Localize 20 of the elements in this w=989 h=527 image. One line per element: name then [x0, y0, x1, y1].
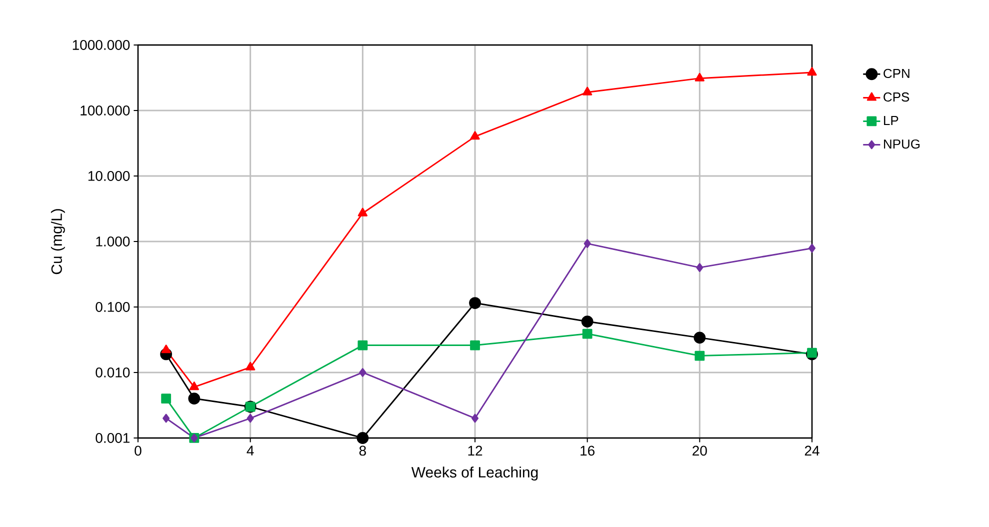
y-tick-label: 1000.000 — [72, 40, 130, 50]
legend-label: LP — [884, 116, 898, 125]
x-tick-label: 24 — [804, 446, 820, 456]
legend-label: NPUG — [884, 139, 920, 149]
x-tick-label: 0 — [134, 446, 142, 456]
y-tick-label: 0.010 — [96, 368, 130, 378]
x-tick-label: 8 — [359, 446, 366, 456]
y-tick-label: 0.001 — [96, 433, 130, 443]
y-tick-label: 0.100 — [96, 302, 130, 312]
legend-label: CPN — [884, 68, 910, 78]
y-tick-label: 1.000 — [96, 236, 130, 246]
legend-label: CPS — [884, 92, 910, 102]
y-tick-label: 100.000 — [80, 106, 130, 116]
x-tick-label: 16 — [580, 446, 594, 456]
y-tick-label: 10.000 — [88, 171, 130, 181]
x-tick-label: 4 — [246, 446, 254, 456]
x-tick-label: 20 — [692, 446, 707, 456]
y-axis-title: Cu (mg/L) — [50, 209, 65, 274]
x-axis-title: Weeks of Leaching — [411, 466, 538, 481]
x-tick-label: 12 — [468, 446, 482, 456]
